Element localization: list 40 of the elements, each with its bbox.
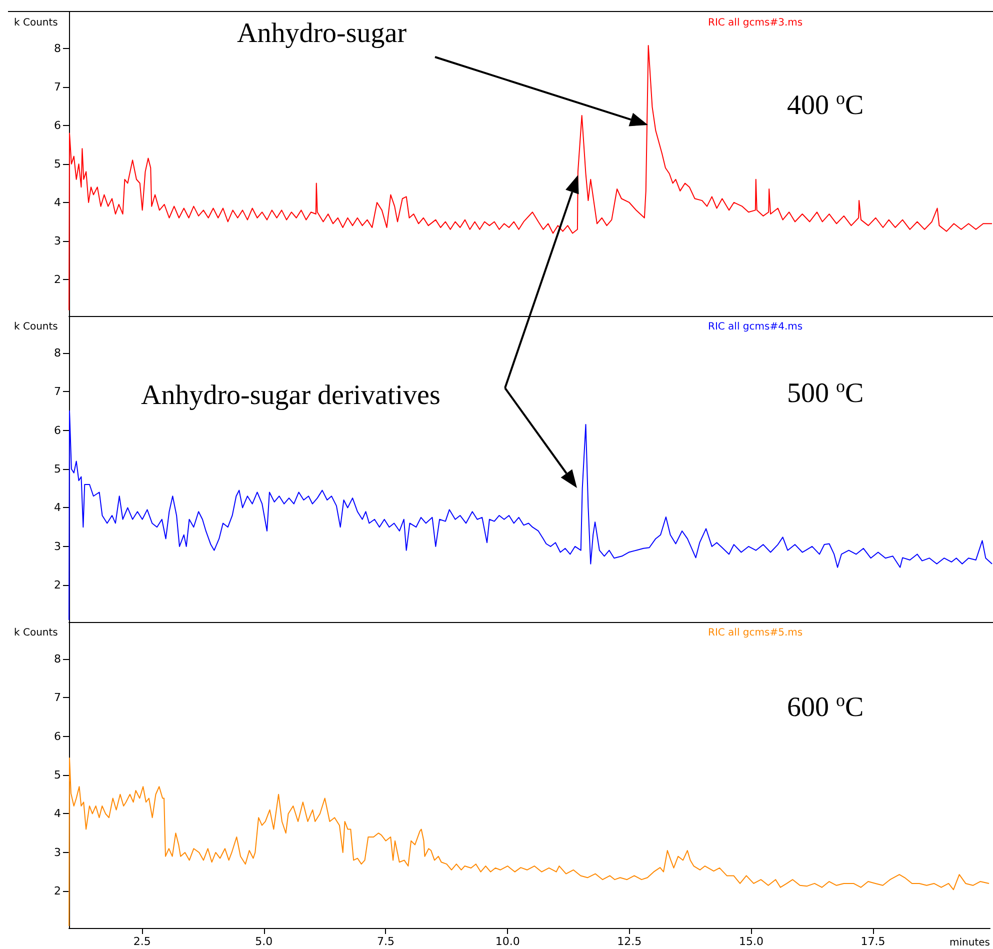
y-tick-label: 5 bbox=[54, 462, 61, 476]
y-tick-label: 3 bbox=[54, 234, 61, 248]
y-tick-label: 2 bbox=[54, 884, 61, 898]
annotation: 600 $^{o}$C bbox=[787, 690, 864, 723]
y-axis-title: k Counts bbox=[14, 18, 58, 28]
y-tick-label: 6 bbox=[54, 730, 61, 743]
x-tick-label: 10.0 bbox=[495, 935, 520, 948]
text: RIC all gcms#3.ms bbox=[708, 18, 803, 28]
y-tick-label: 7 bbox=[54, 691, 61, 704]
annotation: Anhydro-sugar bbox=[237, 18, 407, 49]
y-axis-title: k Counts bbox=[14, 322, 58, 332]
annotation: 500 $^{o}$C bbox=[787, 376, 864, 409]
y-tick-label: 4 bbox=[54, 501, 61, 514]
text: RIC all gcms#4.ms bbox=[708, 322, 803, 332]
y-tick-label: 8 bbox=[54, 652, 61, 666]
y-tick-label: 5 bbox=[54, 768, 61, 782]
y-tick-label: 4 bbox=[54, 807, 61, 820]
y-tick-label: 8 bbox=[54, 346, 61, 360]
y-tick-label: 6 bbox=[54, 119, 61, 132]
y-tick-label: 8 bbox=[54, 42, 61, 56]
y-tick-label: 7 bbox=[54, 80, 61, 94]
y-tick-label: 5 bbox=[54, 158, 61, 170]
x-tick-label: 17.5 bbox=[860, 935, 886, 948]
x-tick-label: 7.5 bbox=[376, 935, 394, 948]
y-tick-label: 4 bbox=[54, 196, 61, 209]
y-tick-label: 7 bbox=[54, 385, 61, 398]
y-tick-label: 3 bbox=[54, 540, 61, 553]
y-axis-title: k Counts bbox=[14, 628, 58, 638]
annotation: 400 $^{o}$C bbox=[787, 88, 864, 121]
annotation: Anhydro-sugar derivatives bbox=[141, 380, 440, 411]
x-tick-label: 2.5 bbox=[133, 935, 151, 948]
x-tick-label: 15.0 bbox=[738, 935, 764, 948]
x-tick-label: 5.0 bbox=[255, 935, 273, 948]
y-tick-label: 2 bbox=[54, 578, 61, 592]
y-tick-label: 2 bbox=[54, 272, 61, 286]
y-tick-label: 3 bbox=[54, 846, 61, 859]
text: RIC all gcms#5.ms bbox=[708, 628, 803, 638]
x-tick-label: 12.5 bbox=[617, 935, 642, 948]
x-axis-title: minutes bbox=[950, 938, 990, 948]
y-tick-label: 6 bbox=[54, 424, 61, 437]
